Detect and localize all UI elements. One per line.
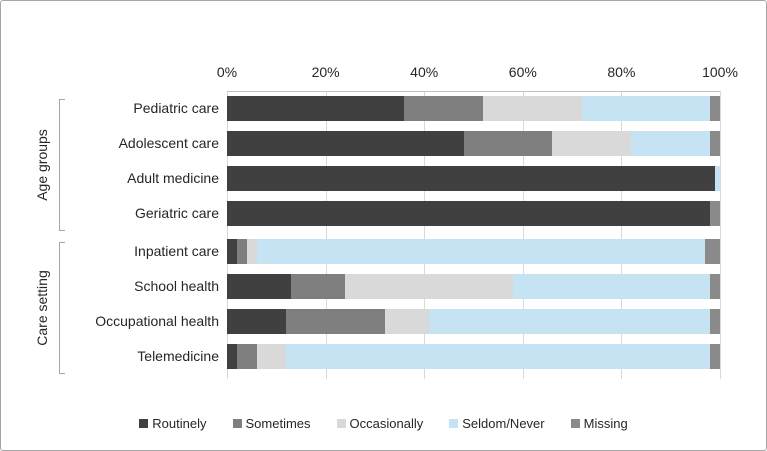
category-label: School health (134, 278, 219, 294)
bar-segment-seldom-never (429, 309, 711, 334)
x-axis-tick-label: 0% (216, 64, 238, 80)
bar-segment-missing (710, 96, 720, 121)
x-axis-tick-label: 20% (311, 64, 340, 80)
bar-segment-routinely (227, 274, 292, 299)
bar-segment-seldom-never (256, 239, 706, 264)
bar-segment-routinely (227, 239, 237, 264)
bar-row (227, 201, 720, 226)
legend-label: Routinely (152, 415, 207, 431)
bar-segment-sometimes (236, 239, 247, 264)
gridline-80 (621, 91, 623, 379)
bar-segment-routinely (227, 344, 237, 369)
category-label: Geriatric care (134, 205, 219, 221)
bar-segment-missing (710, 309, 720, 334)
bar-segment-seldom-never (286, 344, 711, 369)
legend-item-sometimes: Sometimes (232, 415, 311, 431)
group-axis-label: Care setting (34, 270, 50, 346)
category-label: Telemedicine (137, 348, 219, 364)
bar-segment-seldom-never (581, 96, 711, 121)
gridline-0 (227, 91, 228, 379)
bar-segment-occasionally (345, 274, 513, 299)
bar-row (227, 96, 720, 121)
bar-segment-routinely (227, 309, 287, 334)
bar-segment-routinely (227, 131, 464, 156)
legend-label: Occasionally (349, 415, 424, 431)
bar-segment-occasionally (256, 344, 287, 369)
group-bracket-care-setting (59, 242, 65, 374)
bar-segment-missing (705, 239, 720, 264)
bar-segment-sometimes (404, 96, 484, 121)
category-label: Adult medicine (127, 170, 219, 186)
legend-swatch-sometimes (232, 418, 242, 428)
gridline-100 (720, 91, 721, 379)
bar-segment-missing (710, 274, 720, 299)
gridline-20 (325, 91, 327, 379)
bar-segment-routinely (227, 201, 711, 226)
bar-segment-routinely (227, 166, 716, 191)
bar-row (227, 131, 720, 156)
category-label: Pediatric care (133, 100, 219, 116)
bar-segment-sometimes (291, 274, 346, 299)
category-label: Adolescent care (118, 135, 219, 151)
bar-segment-seldom-never (715, 166, 720, 191)
group-axis-label: Age groups (34, 129, 50, 201)
bar-row (227, 344, 720, 369)
bar-segment-sometimes (463, 131, 553, 156)
category-label: Inpatient care (134, 243, 219, 259)
bar-row (227, 166, 720, 191)
legend-item-missing: Missing (570, 415, 628, 431)
bar-row (227, 274, 720, 299)
bar-segment-missing (710, 131, 720, 156)
category-label: Occupational health (95, 313, 219, 329)
legend-item-seldom-never: Seldom/Never (449, 415, 545, 431)
bar-segment-occasionally (483, 96, 582, 121)
bar-segment-occasionally (384, 309, 430, 334)
bar-segment-seldom-never (631, 131, 711, 156)
gridline-60 (522, 91, 524, 379)
legend-label: Sometimes (245, 415, 311, 431)
legend: Routinely Sometimes Occasionally Seldom/Nev… (1, 412, 766, 434)
bar-segment-occasionally (552, 131, 632, 156)
bar-segment-routinely (227, 96, 405, 121)
gridline-40 (424, 91, 426, 379)
bar-segment-missing (710, 201, 720, 226)
bar-segment-missing (710, 344, 720, 369)
legend-item-occasionally: Occasionally (336, 415, 424, 431)
bar-row (227, 309, 720, 334)
x-axis-tick-label: 80% (607, 64, 636, 80)
x-axis-tick-label: 60% (508, 64, 537, 80)
legend-swatch-missing (570, 418, 580, 428)
legend-swatch-seldom-never (449, 418, 459, 428)
legend-item-routinely: Routinely (139, 415, 207, 431)
bar-segment-sometimes (286, 309, 385, 334)
legend-swatch-routinely (139, 418, 149, 428)
legend-label: Seldom/Never (462, 415, 545, 431)
x-axis-tick-label: 100% (702, 64, 738, 80)
legend-label: Missing (583, 415, 628, 431)
legend-swatch-occasionally (336, 418, 346, 428)
bar-segment-sometimes (236, 344, 257, 369)
bar-segment-occasionally (246, 239, 257, 264)
bar-segment-seldom-never (512, 274, 711, 299)
x-axis-tick-label: 40% (410, 64, 439, 80)
x-axis-line (227, 91, 720, 92)
bar-row (227, 239, 720, 264)
group-bracket-age-groups (59, 99, 65, 231)
